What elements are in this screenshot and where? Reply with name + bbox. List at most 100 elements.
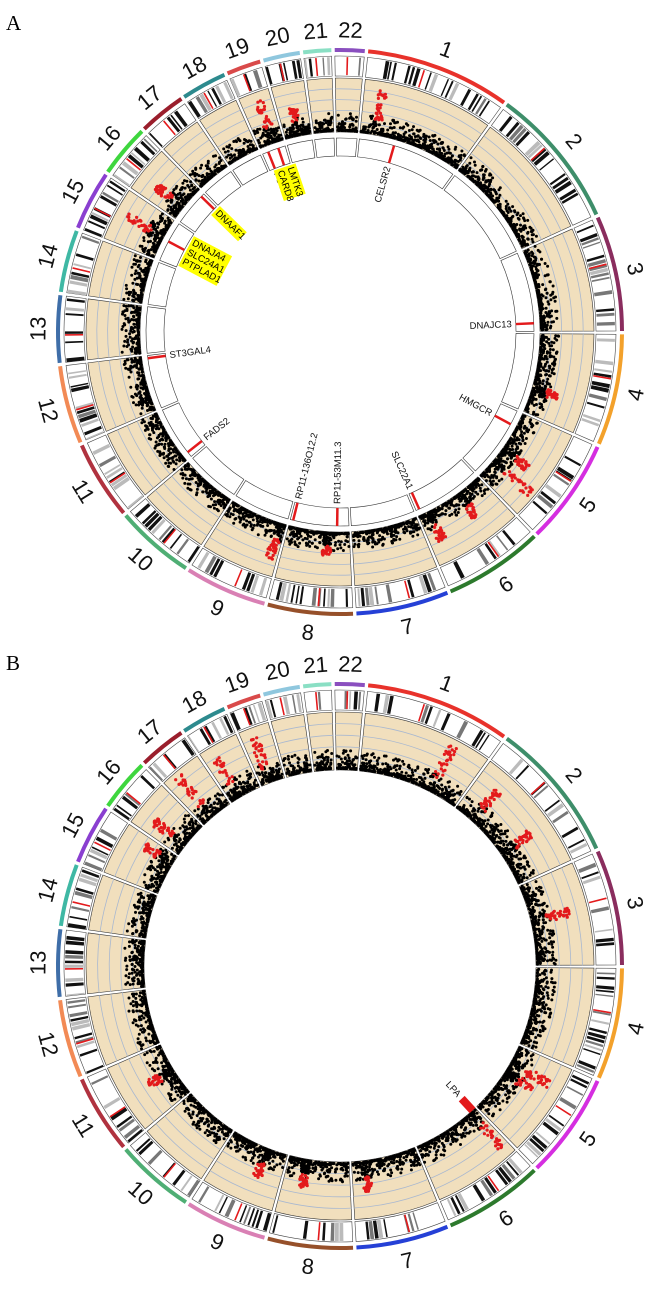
snp-point bbox=[196, 474, 200, 478]
snp-point bbox=[137, 334, 140, 337]
ideogram-band bbox=[385, 584, 393, 603]
snp-point bbox=[337, 122, 341, 126]
snp-point bbox=[473, 483, 477, 487]
snp-point bbox=[268, 521, 272, 525]
snp-point bbox=[175, 458, 179, 462]
snp-point bbox=[250, 148, 254, 152]
gene-label: FADS2 bbox=[202, 416, 232, 443]
gene-label: DNAAF1 bbox=[213, 208, 248, 242]
snp-point bbox=[122, 297, 126, 301]
snp-point bbox=[142, 239, 146, 243]
snp-point bbox=[423, 524, 427, 527]
snp-point bbox=[131, 304, 135, 308]
ideogram-band bbox=[424, 72, 432, 90]
snp-point bbox=[547, 341, 551, 345]
snp-point bbox=[454, 508, 458, 512]
snp-point bbox=[207, 491, 211, 495]
snp-point bbox=[212, 506, 216, 510]
snp-point bbox=[447, 506, 451, 510]
snp-point bbox=[462, 168, 466, 172]
snp-point bbox=[154, 412, 158, 416]
snp-point bbox=[544, 373, 548, 377]
snp-point bbox=[151, 406, 155, 410]
snp-point bbox=[448, 151, 452, 155]
chromosome-arc bbox=[356, 590, 449, 616]
grid-line bbox=[209, 536, 275, 567]
ideogram-band bbox=[576, 224, 594, 234]
snp-point bbox=[256, 533, 260, 537]
snp-point bbox=[540, 344, 544, 348]
ideogram-band bbox=[559, 188, 577, 201]
snp-point bbox=[144, 266, 148, 270]
ideogram-band bbox=[484, 543, 497, 560]
snp-point bbox=[423, 519, 427, 523]
snp-point bbox=[237, 151, 241, 155]
significant-snp-point bbox=[274, 543, 278, 547]
significant-snp-point bbox=[161, 185, 165, 190]
ideogram-band bbox=[403, 65, 411, 84]
snp-point bbox=[307, 534, 311, 538]
snp-point bbox=[412, 139, 416, 143]
ideogram-band bbox=[197, 551, 210, 569]
snp-point bbox=[542, 391, 546, 395]
snp-point bbox=[491, 479, 495, 483]
gene-label-group: HMGCR bbox=[457, 392, 494, 419]
snp-point bbox=[272, 531, 276, 535]
snp-point bbox=[367, 541, 371, 545]
snp-point bbox=[135, 387, 139, 391]
snp-point bbox=[398, 134, 401, 138]
snp-point bbox=[507, 220, 511, 224]
snp-point bbox=[209, 505, 212, 509]
snp-point bbox=[269, 535, 273, 538]
panel-letter-b: B bbox=[6, 651, 20, 675]
snp-point bbox=[541, 328, 545, 331]
snp-point bbox=[347, 545, 351, 548]
snp-point bbox=[191, 172, 195, 176]
snp-point bbox=[149, 231, 153, 235]
snp-point bbox=[130, 318, 134, 321]
snp-point bbox=[536, 387, 540, 391]
ideogram-band bbox=[147, 515, 163, 531]
snp-point bbox=[437, 514, 441, 517]
significant-snp-point bbox=[548, 393, 553, 397]
snp-point bbox=[287, 539, 291, 543]
snp-point bbox=[377, 528, 381, 532]
snp-point bbox=[127, 304, 131, 308]
snp-point bbox=[491, 194, 495, 198]
gene-label: CELSR2 bbox=[373, 165, 394, 204]
snp-point bbox=[200, 477, 204, 481]
snp-point bbox=[546, 377, 550, 381]
snp-point bbox=[488, 465, 492, 469]
snp-point bbox=[513, 438, 516, 441]
snp-point bbox=[532, 397, 536, 401]
grid-line bbox=[509, 430, 563, 507]
snp-point bbox=[132, 322, 136, 326]
snp-point bbox=[170, 198, 174, 203]
significant-snp-point bbox=[434, 536, 438, 540]
snp-point bbox=[141, 397, 145, 401]
grid-line bbox=[363, 100, 476, 144]
snp-point bbox=[295, 529, 299, 533]
snp-point bbox=[129, 347, 133, 351]
snp-point bbox=[538, 402, 542, 406]
snp-point bbox=[181, 458, 185, 462]
snp-point bbox=[484, 180, 488, 184]
snp-point bbox=[450, 154, 454, 158]
snp-point bbox=[327, 112, 331, 116]
snp-point bbox=[124, 304, 128, 308]
significant-snp-point bbox=[266, 551, 270, 555]
snp-point bbox=[185, 179, 189, 183]
snp-point bbox=[135, 366, 139, 369]
snp-point bbox=[188, 188, 192, 192]
ideogram-band bbox=[330, 588, 335, 607]
snp-point bbox=[278, 538, 282, 541]
snp-point bbox=[380, 528, 383, 532]
ideogram-band bbox=[246, 573, 256, 592]
snp-point bbox=[164, 228, 168, 231]
snp-point bbox=[402, 132, 406, 136]
ideogram-band bbox=[554, 180, 572, 194]
gene-track bbox=[349, 494, 415, 526]
snp-point bbox=[428, 139, 432, 142]
snp-point bbox=[143, 392, 146, 395]
snp-point bbox=[368, 124, 372, 128]
